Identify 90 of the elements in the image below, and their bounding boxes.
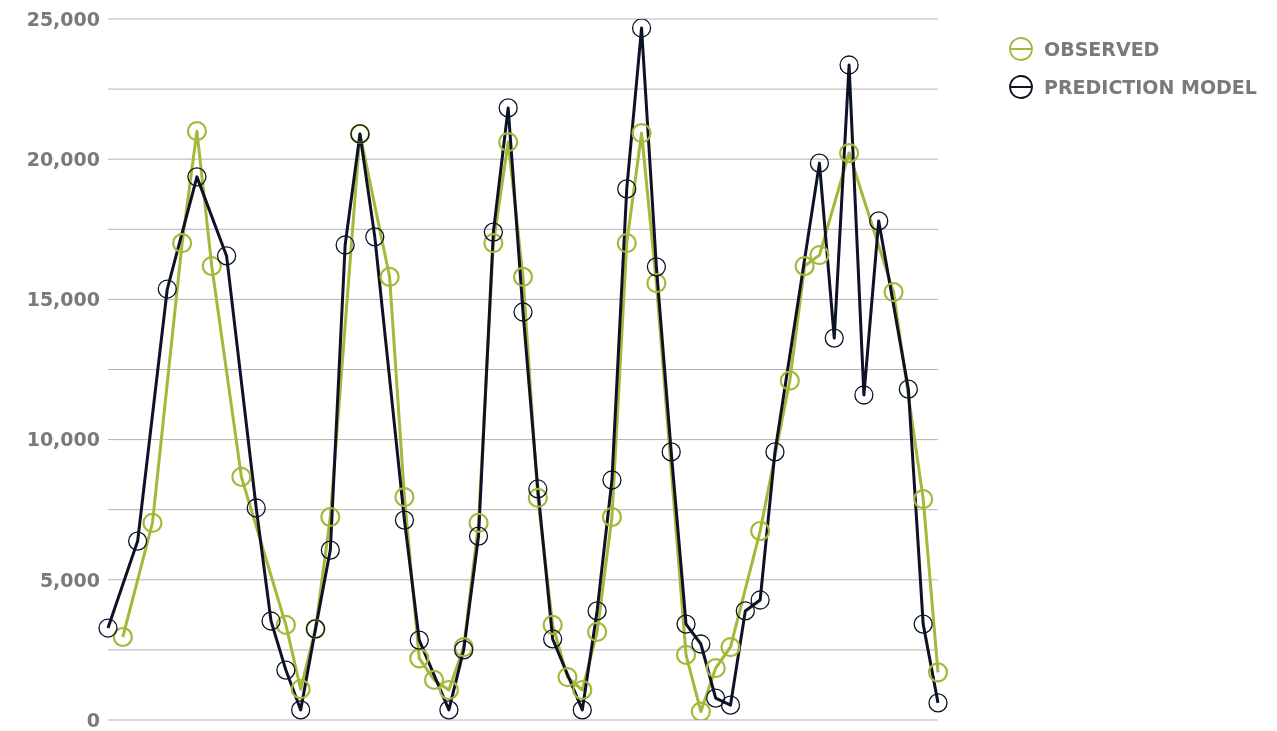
point bbox=[201, 255, 222, 277]
point bbox=[557, 667, 578, 688]
point bbox=[498, 98, 518, 118]
point bbox=[587, 601, 607, 621]
point bbox=[898, 379, 919, 399]
y-tick-label: 25,000 bbox=[26, 7, 100, 30]
point bbox=[409, 630, 429, 650]
point bbox=[246, 498, 266, 518]
point bbox=[512, 266, 534, 288]
point bbox=[809, 153, 830, 173]
point bbox=[423, 669, 445, 690]
point bbox=[542, 629, 563, 649]
point bbox=[706, 688, 726, 708]
point bbox=[913, 614, 933, 634]
point bbox=[186, 121, 208, 142]
point bbox=[409, 648, 430, 669]
point bbox=[602, 470, 622, 490]
point bbox=[172, 232, 193, 254]
point bbox=[528, 479, 548, 499]
point bbox=[928, 693, 948, 713]
y-tick-label: 20,000 bbox=[26, 147, 100, 170]
point bbox=[379, 266, 400, 288]
point bbox=[513, 302, 533, 322]
y-tick-label: 15,000 bbox=[26, 288, 100, 311]
point bbox=[394, 486, 415, 508]
point bbox=[291, 700, 311, 720]
point bbox=[646, 273, 667, 294]
point bbox=[438, 679, 459, 701]
point bbox=[765, 442, 785, 462]
point bbox=[320, 540, 340, 560]
point bbox=[690, 701, 711, 720]
y-tick-label: 0 bbox=[86, 708, 100, 731]
point bbox=[127, 531, 148, 551]
point bbox=[646, 257, 667, 277]
point bbox=[824, 328, 844, 348]
point bbox=[631, 19, 652, 38]
point bbox=[883, 282, 904, 303]
point bbox=[869, 211, 889, 231]
point bbox=[720, 637, 741, 658]
point bbox=[365, 227, 385, 247]
point bbox=[735, 601, 755, 621]
point bbox=[98, 618, 118, 638]
point bbox=[394, 510, 415, 530]
point bbox=[913, 488, 934, 510]
point bbox=[676, 614, 696, 634]
legend-label: PREDICTION MODEL bbox=[1044, 76, 1257, 98]
point bbox=[809, 245, 830, 266]
point bbox=[838, 142, 860, 164]
point bbox=[617, 179, 637, 199]
point bbox=[112, 626, 133, 648]
point bbox=[927, 662, 949, 683]
point bbox=[691, 634, 711, 654]
point bbox=[616, 232, 637, 254]
point bbox=[483, 232, 504, 254]
point bbox=[854, 385, 874, 405]
point bbox=[483, 222, 504, 242]
point bbox=[290, 679, 311, 700]
point bbox=[542, 614, 563, 636]
point bbox=[231, 466, 252, 487]
point bbox=[439, 700, 459, 720]
point bbox=[720, 695, 741, 715]
point bbox=[276, 660, 296, 680]
point bbox=[157, 279, 177, 299]
point bbox=[498, 132, 519, 153]
point bbox=[320, 506, 341, 528]
point bbox=[216, 246, 237, 266]
point bbox=[631, 123, 652, 144]
y-tick-label: 10,000 bbox=[26, 428, 100, 451]
point bbox=[187, 167, 207, 187]
point bbox=[779, 370, 800, 391]
point bbox=[794, 255, 815, 277]
point bbox=[750, 590, 770, 610]
point bbox=[142, 512, 163, 533]
point bbox=[275, 614, 296, 636]
point bbox=[261, 611, 281, 631]
point bbox=[527, 487, 548, 509]
legend-label: OBSERVED bbox=[1044, 38, 1160, 60]
point bbox=[468, 526, 489, 546]
point bbox=[839, 55, 859, 75]
point bbox=[468, 512, 489, 533]
point bbox=[335, 235, 355, 255]
y-tick-label: 5,000 bbox=[39, 568, 100, 591]
point bbox=[750, 520, 771, 542]
point bbox=[572, 679, 593, 701]
point bbox=[601, 506, 623, 528]
point bbox=[587, 621, 608, 643]
point bbox=[675, 644, 697, 666]
point bbox=[572, 700, 592, 720]
point bbox=[661, 442, 681, 462]
point bbox=[705, 658, 726, 679]
